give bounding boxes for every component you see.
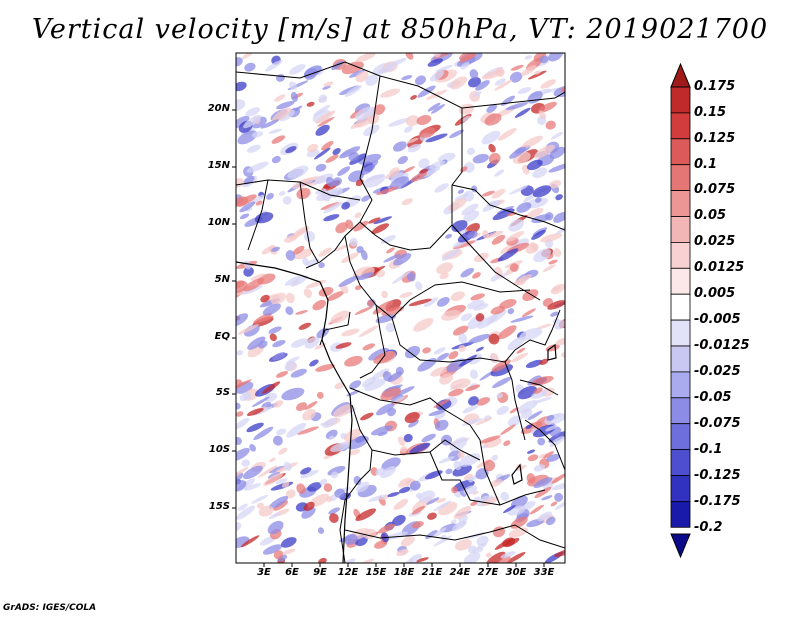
- lon-label-33e: 33E: [533, 567, 555, 578]
- colorbar-box: [670, 345, 691, 373]
- coastline: [236, 261, 557, 563]
- colorbar-top-arrow: [670, 62, 691, 88]
- colorbar-box: [670, 164, 691, 191]
- colorbar-label: -0.2: [694, 520, 723, 535]
- colorbar-label: 0.175: [694, 79, 736, 94]
- colorbar-box: [670, 319, 691, 347]
- lon-label-24e: 24E: [449, 567, 471, 578]
- lon-label-27e: 27E: [477, 567, 499, 578]
- colorbar-box: [670, 86, 691, 114]
- colorbar-label: -0.005: [694, 312, 741, 327]
- lon-label-9e: 9E: [313, 567, 327, 578]
- lat-label-20n: 20N: [207, 103, 230, 114]
- colorbar-box: [670, 190, 691, 217]
- lon-label-15e: 15E: [365, 567, 387, 578]
- colorbar-box: [670, 397, 691, 425]
- colorbar-label: -0.125: [694, 468, 741, 483]
- colorbar-box: [670, 371, 691, 399]
- lon-label-3e: 3E: [257, 567, 271, 578]
- lat-label-10s: 10S: [208, 444, 230, 455]
- lat-label-5n: 5N: [214, 274, 230, 285]
- grads-credit: GrADS: IGES/COLA: [3, 603, 97, 613]
- colorbar-label: -0.05: [694, 390, 732, 405]
- colorbar-label: 0.125: [694, 131, 736, 146]
- lon-label-21e: 21E: [421, 567, 443, 578]
- colorbar-label: 0.0125: [694, 260, 745, 275]
- colorbar-box: [670, 500, 691, 528]
- colorbar: [670, 62, 691, 559]
- map-frame: [235, 52, 566, 564]
- colorbar-label: 0.025: [694, 234, 736, 249]
- lon-label-18e: 18E: [393, 567, 415, 578]
- colorbar-label: 0.1: [694, 157, 718, 172]
- colorbar-box: [670, 138, 691, 166]
- lat-label-5s: 5S: [215, 387, 230, 398]
- colorbar-label: -0.1: [694, 442, 723, 457]
- colorbar-bottom-arrow: [670, 533, 691, 559]
- colorbar-label: -0.0125: [694, 338, 750, 353]
- colorbar-box: [670, 449, 691, 476]
- colorbar-box: [670, 475, 691, 502]
- lon-label-30e: 30E: [505, 567, 527, 578]
- colorbar-box: [670, 216, 691, 243]
- country-borders: [236, 61, 565, 563]
- colorbar-box: [670, 293, 691, 321]
- colorbar-label: -0.075: [694, 416, 741, 431]
- colorbar-label: 0.075: [694, 182, 736, 197]
- colorbar-box: [670, 112, 691, 140]
- lat-label-10n: 10N: [207, 217, 230, 228]
- lon-label-6e: 6E: [285, 567, 299, 578]
- colorbar-label: -0.175: [694, 494, 741, 509]
- colorbar-label: 0.05: [694, 208, 727, 223]
- colorbar-box: [670, 423, 691, 451]
- colorbar-box: [670, 241, 691, 269]
- lat-label-15s: 15S: [208, 501, 230, 512]
- lat-label-15n: 15N: [207, 160, 230, 171]
- lat-label-eq: EQ: [214, 331, 230, 342]
- velocity-field: [236, 53, 565, 563]
- lat-ticks: [232, 109, 236, 509]
- lon-label-12e: 12E: [337, 567, 359, 578]
- map-title: Vertical velocity [m/s] at 850hPa, VT: 2…: [31, 14, 769, 45]
- colorbar-label: 0.005: [694, 286, 736, 301]
- lon-ticks: [263, 563, 545, 567]
- colorbar-box: [670, 267, 691, 295]
- colorbar-label: 0.15: [694, 105, 727, 120]
- colorbar-label: -0.025: [694, 364, 741, 379]
